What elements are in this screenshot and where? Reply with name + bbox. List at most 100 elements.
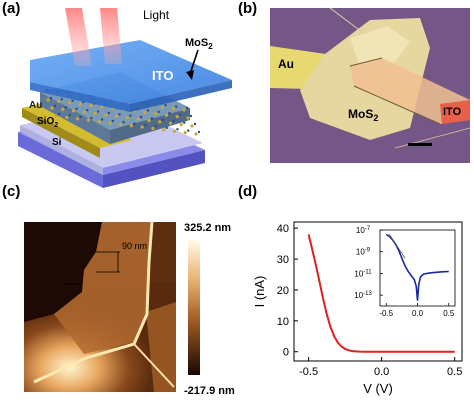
- mos2-atom: [79, 115, 82, 118]
- mos2-atom: [57, 112, 61, 116]
- mos2-atom: [60, 98, 63, 101]
- plot-frame: [293, 221, 463, 362]
- inset-x-tick-label: 0.5: [443, 309, 455, 318]
- mos2-atom: [125, 116, 129, 120]
- mos2-atom: [100, 118, 104, 121]
- mos2-atom: [161, 118, 164, 122]
- mos2-atom: [86, 108, 89, 112]
- afm-image: 90 nm: [24, 222, 176, 392]
- mos2-atom: [151, 126, 155, 131]
- mos2-atom: [53, 104, 57, 108]
- mos2-atom: [61, 107, 65, 111]
- y-tick-label: 10: [277, 316, 289, 328]
- mos2-atom: [82, 110, 86, 114]
- y-tick-label: 0: [283, 347, 289, 359]
- mos2-atom: [150, 117, 154, 120]
- mos2-atom: [164, 104, 167, 107]
- mos2-atom: [75, 107, 78, 110]
- mos2-atom: [97, 119, 101, 124]
- inset-x-tick-label: -0.5: [379, 309, 393, 318]
- y-tick-label: 40: [277, 223, 289, 235]
- panel-b-label: (b): [238, 0, 258, 17]
- mos2-atom: [57, 99, 61, 103]
- mos2-atom: [100, 105, 104, 109]
- mos2-atom: [129, 114, 132, 117]
- mos2-atom: [96, 110, 100, 113]
- mos2-atom: [185, 106, 189, 110]
- ito-label-b: ITO: [443, 106, 462, 118]
- mos2-atom: [164, 113, 169, 117]
- mos2-atom: [154, 125, 158, 128]
- scale-min-label: -217.9 nm: [184, 385, 235, 397]
- mos2-atom: [175, 105, 178, 108]
- mos2-atom: [136, 117, 140, 121]
- y-tick-label: 30: [277, 254, 289, 266]
- mos2-atom: [104, 113, 108, 117]
- mos2-atom: [50, 106, 54, 110]
- au-label-b: Au: [278, 57, 294, 71]
- x-tick-label: 0.5: [447, 366, 462, 378]
- mos2-atom: [64, 106, 67, 109]
- mos2-top-label: MoS2: [185, 37, 213, 51]
- mos2-atom: [133, 122, 136, 125]
- mos2-atom: [119, 122, 123, 126]
- mos2-atom: [179, 113, 182, 116]
- afm-edge: [33, 222, 154, 384]
- inset-x-tick-label: 0.0: [412, 309, 424, 318]
- light-beams: [65, 8, 122, 66]
- mos2-atom: [71, 109, 76, 113]
- mos2-atom: [179, 123, 183, 127]
- mos2-atom: [111, 119, 115, 123]
- mos2-atom: [183, 131, 187, 135]
- inset-fit-line: [389, 234, 406, 259]
- mos2-atom: [93, 111, 97, 116]
- mos2-atom: [162, 128, 166, 132]
- optical-micrograph: Au MoS2 ITO: [270, 8, 470, 163]
- iv-curve: [307, 234, 455, 353]
- scale-bar: [408, 143, 432, 146]
- y-axis-label: I (nA): [252, 276, 267, 308]
- mos2-atom: [154, 112, 158, 116]
- mos2-atom: [67, 101, 72, 105]
- mos2-atom: [171, 107, 175, 111]
- inset-y-tick-label: 10-13: [354, 291, 372, 300]
- mos2-atom: [175, 115, 179, 119]
- ito-label-a: ITO: [152, 68, 173, 83]
- mos2-atom: [54, 114, 58, 118]
- mos2-atom: [46, 98, 50, 102]
- mos2-atom: [158, 120, 162, 124]
- mos2-atom: [168, 112, 171, 115]
- mos2-atom: [49, 96, 53, 100]
- mos2-atom: [129, 124, 133, 128]
- mos2-atom: [122, 121, 125, 124]
- mos2-atom: [75, 117, 80, 121]
- mos2-atom: [183, 121, 186, 124]
- x-tick-label: 0.0: [374, 366, 389, 378]
- mos2-atom: [147, 118, 151, 123]
- mos2-atom: [65, 115, 69, 119]
- mos2-atom: [168, 121, 173, 125]
- mos2-atom: [186, 116, 190, 120]
- light-label: Light: [143, 8, 170, 22]
- y-tick-label: 20: [277, 285, 289, 297]
- mos2-atom: [90, 116, 93, 120]
- mos2-atom: [172, 120, 175, 123]
- x-tick-label: -0.5: [299, 366, 318, 378]
- mos2-atom: [146, 109, 150, 112]
- mos2-atom: [189, 114, 193, 118]
- mos2-atom: [182, 108, 186, 112]
- mos2-atom: [176, 128, 179, 131]
- mos2-atom: [194, 132, 198, 136]
- panel-d-label: (d): [238, 183, 258, 200]
- au-label-a: Au: [29, 100, 42, 111]
- mos2-atom: [193, 122, 197, 126]
- mos2-label-b: MoS2: [348, 107, 378, 123]
- mos2-atom: [187, 129, 190, 132]
- mos2-atom: [139, 115, 143, 119]
- thickness-label: 90 nm: [122, 241, 147, 251]
- inset-y-tick-label: 10-7: [356, 226, 371, 235]
- afm-dark-region: [24, 222, 102, 322]
- mos2-atom: [78, 102, 82, 106]
- afm-color-scale: [188, 240, 200, 375]
- x-axis-label: V (V): [363, 381, 393, 396]
